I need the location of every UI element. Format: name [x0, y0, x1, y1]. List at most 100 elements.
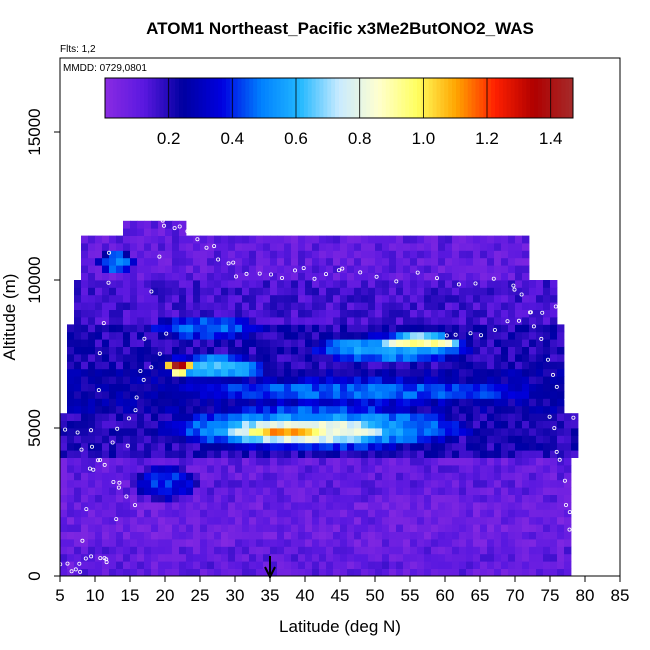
heatmap-cell	[221, 257, 229, 266]
heatmap-cell	[536, 524, 544, 532]
heatmap-cell	[95, 502, 103, 510]
heatmap-cell	[515, 413, 523, 421]
heatmap-cell	[473, 524, 481, 532]
heatmap-cell	[179, 331, 187, 340]
heatmap-cell	[298, 250, 306, 259]
heatmap-cell	[494, 561, 502, 569]
heatmap-cell	[151, 413, 159, 421]
heatmap-cell	[403, 420, 411, 429]
heatmap-cell	[277, 420, 285, 429]
sample-point	[519, 292, 524, 297]
heatmap-cell	[368, 420, 376, 429]
heatmap-cell	[340, 272, 348, 281]
heatmap-cell	[235, 361, 243, 370]
heatmap-cell	[207, 368, 215, 377]
heatmap-cell	[564, 428, 572, 436]
heatmap-cell	[396, 435, 404, 444]
heatmap-cell	[263, 361, 271, 370]
heatmap-cell	[228, 383, 236, 392]
heatmap-cell	[361, 257, 369, 266]
heatmap-cell	[179, 339, 187, 347]
heatmap-cell	[326, 324, 334, 333]
heatmap-cell	[501, 450, 509, 458]
heatmap-cell	[529, 457, 537, 466]
heatmap-cell	[207, 494, 215, 503]
heatmap-cell	[102, 265, 110, 273]
heatmap-cell	[179, 428, 187, 436]
heatmap-cell	[235, 420, 243, 429]
heatmap-cell	[424, 539, 432, 547]
heatmap-cell	[298, 309, 306, 318]
heatmap-cell	[438, 450, 446, 458]
heatmap-cell	[67, 435, 75, 444]
heatmap-cell	[333, 339, 341, 347]
heatmap-cell	[193, 294, 201, 303]
heatmap-cell	[284, 546, 292, 555]
heatmap-cell	[389, 324, 397, 333]
heatmap-cell	[298, 553, 306, 562]
heatmap-cell	[410, 553, 418, 562]
heatmap-cell	[123, 339, 131, 347]
heatmap-cell	[137, 516, 145, 525]
heatmap-cell	[116, 546, 124, 555]
heatmap-cell	[165, 354, 173, 362]
heatmap-cell	[207, 391, 215, 399]
heatmap-cell	[557, 450, 565, 458]
heatmap-cell	[172, 442, 180, 451]
heatmap-cell	[158, 361, 166, 370]
heatmap-cell	[165, 220, 173, 229]
colorbar-swatch	[358, 78, 363, 118]
heatmap-cell	[424, 280, 432, 288]
heatmap-cell	[375, 479, 383, 488]
heatmap-cell	[459, 398, 467, 407]
heatmap-cell	[452, 524, 460, 532]
heatmap-cell	[417, 391, 425, 399]
heatmap-cell	[137, 383, 145, 392]
heatmap-cell	[410, 324, 418, 333]
heatmap-cell	[473, 509, 481, 518]
colorbar-swatch	[253, 78, 258, 118]
heatmap-cell	[354, 376, 362, 384]
heatmap-cell	[445, 361, 453, 370]
heatmap-cell	[466, 487, 474, 495]
heatmap-cell	[67, 420, 75, 429]
heatmap-cell	[424, 354, 432, 362]
heatmap-cell	[200, 509, 208, 518]
heatmap-cell	[137, 317, 145, 325]
heatmap-cell	[480, 502, 488, 510]
heatmap-cell	[256, 502, 264, 510]
heatmap-cell	[95, 339, 103, 347]
heatmap-cell	[172, 428, 180, 436]
heatmap-cell	[452, 354, 460, 362]
heatmap-cell	[193, 309, 201, 318]
heatmap-cell	[487, 287, 495, 296]
heatmap-cell	[396, 324, 404, 333]
heatmap-cell	[130, 509, 138, 518]
heatmap-cell	[270, 339, 278, 347]
heatmap-cell	[557, 509, 565, 518]
heatmap-cell	[193, 368, 201, 377]
heatmap-cell	[459, 376, 467, 384]
heatmap-cell	[410, 243, 418, 251]
heatmap-cell	[144, 450, 152, 458]
heatmap-cell	[109, 428, 117, 436]
heatmap-cell	[158, 294, 166, 303]
heatmap-cell	[417, 509, 425, 518]
heatmap-cell	[466, 494, 474, 503]
colorbar-swatch	[167, 78, 172, 118]
heatmap-cell	[375, 309, 383, 318]
heatmap-cell	[403, 516, 411, 525]
sample-point	[453, 332, 458, 337]
heatmap-cell	[543, 413, 551, 421]
heatmap-cell	[529, 465, 537, 473]
heatmap-cell	[340, 531, 348, 540]
heatmap-cell	[151, 546, 159, 555]
heatmap-cell	[242, 257, 250, 266]
heatmap-cell	[508, 457, 516, 466]
heatmap-cell	[550, 339, 558, 347]
heatmap-cell	[88, 450, 96, 458]
heatmap-cell	[494, 302, 502, 310]
heatmap-cell	[193, 509, 201, 518]
colorbar-swatch	[436, 78, 441, 118]
heatmap-cell	[165, 413, 173, 421]
